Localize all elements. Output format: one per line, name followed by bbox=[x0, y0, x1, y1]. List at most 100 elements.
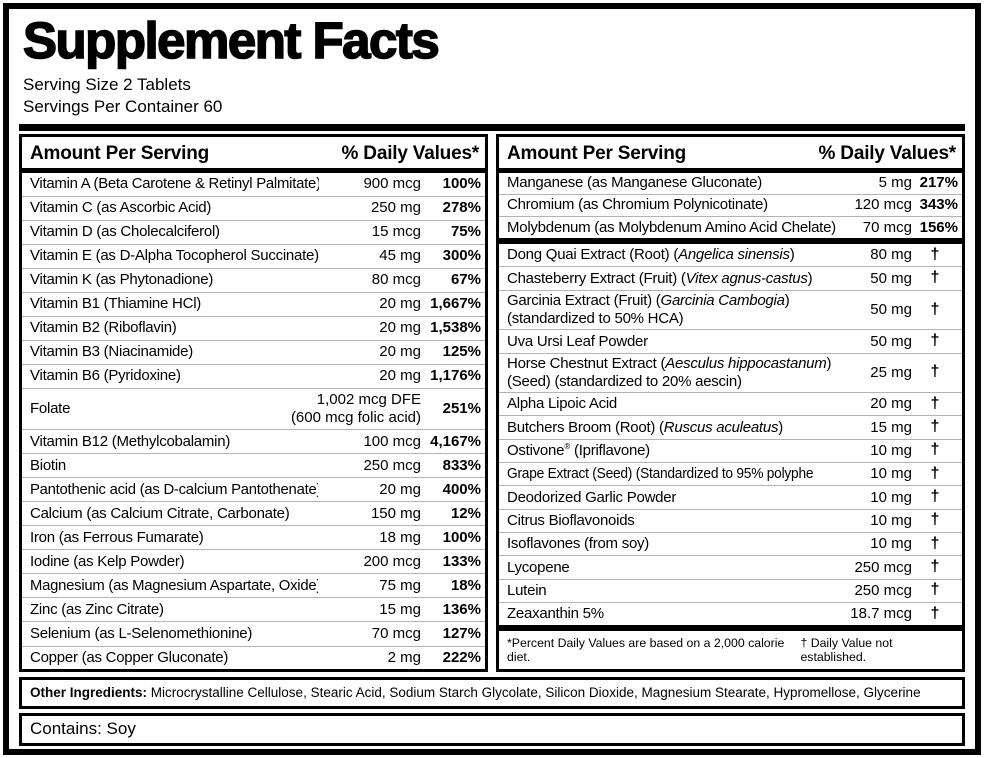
ingredient-daily-value: 100% bbox=[442, 529, 481, 547]
ingredient-name: Vitamin B12 (Methylcobalamin) bbox=[30, 433, 231, 451]
ingredient-name: Vitamin D (as Cholecalciferol) bbox=[30, 223, 220, 241]
ingredient-row: Vitamin D (as Cholecalciferol) 15 mcg 75% bbox=[22, 219, 485, 244]
ingredient-name: Vitamin E (as D-Alpha Tocopherol Succina… bbox=[30, 247, 319, 265]
ingredient-row: Selenium (as L-Selenomethionine) 70 mcg 12… bbox=[22, 621, 485, 645]
column-header-daily-values: % Daily Values* bbox=[818, 142, 957, 164]
ingredient-daily-value: 18% bbox=[450, 577, 481, 595]
ingredient-row: Deodorized Garlic Powder 10 mg † bbox=[499, 485, 962, 508]
ingredient-row: Alpha Lipoic Acid 20 mg † bbox=[499, 391, 962, 415]
ingredient-amount: 900 mcg bbox=[363, 175, 421, 193]
ingredient-row: Manganese (as Manganese Gluconate) 5 mg 21… bbox=[499, 173, 962, 194]
ingredient-daily-value: † bbox=[930, 331, 940, 349]
header-rule bbox=[499, 167, 962, 173]
ingredient-amount: 18.7 mcg bbox=[850, 605, 912, 623]
ingredient-daily-value: 300% bbox=[442, 247, 481, 265]
column-header-amount: Amount Per Serving bbox=[30, 142, 210, 164]
ingredient-amount: 20 mg bbox=[379, 367, 421, 385]
ingredient-name: Copper (as Copper Gluconate) bbox=[30, 649, 229, 667]
ingredient-amount: 250 mcg bbox=[854, 582, 912, 600]
ingredient-row: Vitamin B1 (Thiamine HCl) 20 mg 1,667% bbox=[22, 291, 485, 316]
ingredient-daily-value: † bbox=[930, 363, 940, 381]
ingredient-amount: 2 mg bbox=[387, 649, 421, 667]
ingredient-daily-value: † bbox=[930, 464, 940, 482]
ingredient-amount: 250 mcg bbox=[363, 457, 421, 475]
ingredient-row: Vitamin K (as Phytonadione) 80 mcg 67% bbox=[22, 267, 485, 292]
ingredient-daily-value: † bbox=[930, 581, 940, 599]
ingredient-name: Deodorized Garlic Powder bbox=[507, 488, 677, 506]
ingredient-daily-value: † bbox=[930, 245, 940, 263]
ingredient-daily-value: † bbox=[930, 558, 940, 576]
ingredient-row: Iron (as Ferrous Fumarate) 18 mg 100% bbox=[22, 525, 485, 549]
page-title: Supplement Facts bbox=[22, 12, 440, 69]
footnote-percent-daily-values: *Percent Daily Values are based on a 2,0… bbox=[507, 636, 785, 665]
ingredient-amount: 50 mg bbox=[870, 301, 912, 319]
ingredient-row: Grape Extract (Seed) (Standardized to 95… bbox=[499, 461, 962, 485]
ingredient-amount: 200 mcg bbox=[363, 553, 421, 571]
ingredient-daily-value: † bbox=[930, 441, 940, 459]
ingredient-row: Uva Ursi Leaf Powder 50 mg † bbox=[499, 329, 962, 352]
ingredient-row: Calcium (as Calcium Citrate, Carbonate) 1… bbox=[22, 501, 485, 525]
ingredient-row: Zeaxanthin 5% 18.7 mcg † bbox=[499, 602, 962, 625]
ingredient-amount: 80 mg bbox=[870, 246, 912, 264]
ingredient-name: Calcium (as Calcium Citrate, Carbonate) bbox=[30, 505, 290, 523]
ingredient-daily-value: 12% bbox=[450, 505, 481, 523]
contains-statement: Contains: Soy bbox=[19, 713, 965, 746]
ingredient-daily-value: 343% bbox=[919, 196, 958, 214]
ingredient-daily-value: 125% bbox=[442, 343, 481, 361]
ingredient-name: Manganese (as Manganese Gluconate) bbox=[507, 174, 762, 192]
ingredient-row: Vitamin E (as D-Alpha Tocopherol Succina… bbox=[22, 243, 485, 268]
ingredient-amount: 10 mg bbox=[870, 441, 912, 459]
ingredient-name: Isoflavones (from soy) bbox=[507, 535, 650, 553]
nutrition-table-left: Amount Per Serving % Daily Values* Vitam… bbox=[19, 133, 488, 673]
ingredient-amount: 15 mcg bbox=[371, 223, 421, 241]
ingredient-daily-value: 127% bbox=[442, 625, 481, 643]
facts-columns: Amount Per Serving % Daily Values* Vitam… bbox=[9, 131, 975, 673]
ingredient-daily-value: 75% bbox=[450, 223, 481, 241]
ingredient-amount: 150 mg bbox=[370, 505, 421, 523]
ingredient-amount: 250 mg bbox=[370, 199, 421, 217]
ingredient-name: Chromium (as Chromium Polynicotinate) bbox=[507, 196, 768, 214]
ingredient-row: Vitamin B6 (Pyridoxine) 20 mg 1,176% bbox=[22, 363, 485, 388]
ingredient-daily-value: 278% bbox=[442, 199, 481, 217]
ingredient-daily-value: 1,667% bbox=[430, 295, 481, 313]
ingredient-amount: 50 mg bbox=[870, 332, 912, 350]
table-header: Amount Per Serving % Daily Values* bbox=[499, 137, 962, 168]
header-divider-bar bbox=[19, 123, 965, 131]
ingredient-amount: 10 mg bbox=[870, 535, 912, 553]
ingredient-daily-value: 67% bbox=[450, 271, 481, 289]
ingredient-name: Alpha Lipoic Acid bbox=[507, 395, 617, 413]
ingredient-name: Lutein bbox=[507, 582, 547, 600]
ingredient-row: Chasteberry Extract (Fruit) (Vitex agnus… bbox=[499, 266, 962, 289]
ingredient-amount: 80 mcg bbox=[371, 271, 421, 289]
footnote-daily-value-not-established: † Daily Value not established. bbox=[800, 636, 893, 665]
ingredient-name: Iron (as Ferrous Fumarate) bbox=[30, 529, 204, 547]
ingredient-amount: 20 mg bbox=[379, 481, 421, 499]
ingredient-name: Zinc (as Zinc Citrate) bbox=[30, 601, 164, 619]
ingredient-amount: 70 mcg bbox=[371, 625, 421, 643]
ingredient-amount: 120 mcg bbox=[854, 196, 912, 214]
label-header: Supplement Facts Serving Size 2 Tablets … bbox=[9, 9, 975, 122]
ingredient-row: Vitamin B3 (Niacinamide) 20 mg 125% bbox=[22, 339, 485, 364]
ingredient-daily-value: 251% bbox=[442, 400, 481, 418]
ingredient-daily-value: 133% bbox=[442, 553, 481, 571]
ingredient-row: Ostivone® (Ipriflavone) 10 mg † bbox=[499, 438, 962, 462]
ingredient-amount: 15 mg bbox=[379, 601, 421, 619]
ingredient-amount: 25 mg bbox=[870, 363, 912, 381]
ingredient-amount: 20 mg bbox=[379, 343, 421, 361]
ingredient-row: Pantothenic acid (as D-calcium Pantothen… bbox=[22, 477, 485, 501]
ingredient-row: Vitamin A (Beta Carotene & Retinyl Palmi… bbox=[22, 173, 485, 196]
ingredient-name: Zeaxanthin 5% bbox=[507, 605, 604, 623]
ingredient-name: Grape Extract (Seed) (Standardized to 95… bbox=[507, 465, 814, 483]
ingredient-daily-value: † bbox=[930, 511, 940, 529]
ingredient-amount: 45 mg bbox=[379, 247, 421, 265]
ingredient-amount: 10 mg bbox=[870, 465, 912, 483]
ingredient-amount: 20 mg bbox=[870, 395, 912, 413]
ingredient-row: Vitamin C (as Ascorbic Acid) 250 mg 278% bbox=[22, 195, 485, 220]
ingredient-daily-value: † bbox=[930, 534, 940, 552]
ingredient-row: Lycopene 250 mcg † bbox=[499, 555, 962, 578]
ingredient-rows: Vitamin A (Beta Carotene & Retinyl Palmi… bbox=[22, 173, 485, 670]
ingredient-row: Lutein 250 mcg † bbox=[499, 578, 962, 602]
ingredient-name: Iodine (as Kelp Powder) bbox=[30, 553, 185, 571]
ingredient-name: Uva Ursi Leaf Powder bbox=[507, 332, 648, 350]
ingredient-row: Chromium (as Chromium Polynicotinate) 120… bbox=[499, 193, 962, 216]
